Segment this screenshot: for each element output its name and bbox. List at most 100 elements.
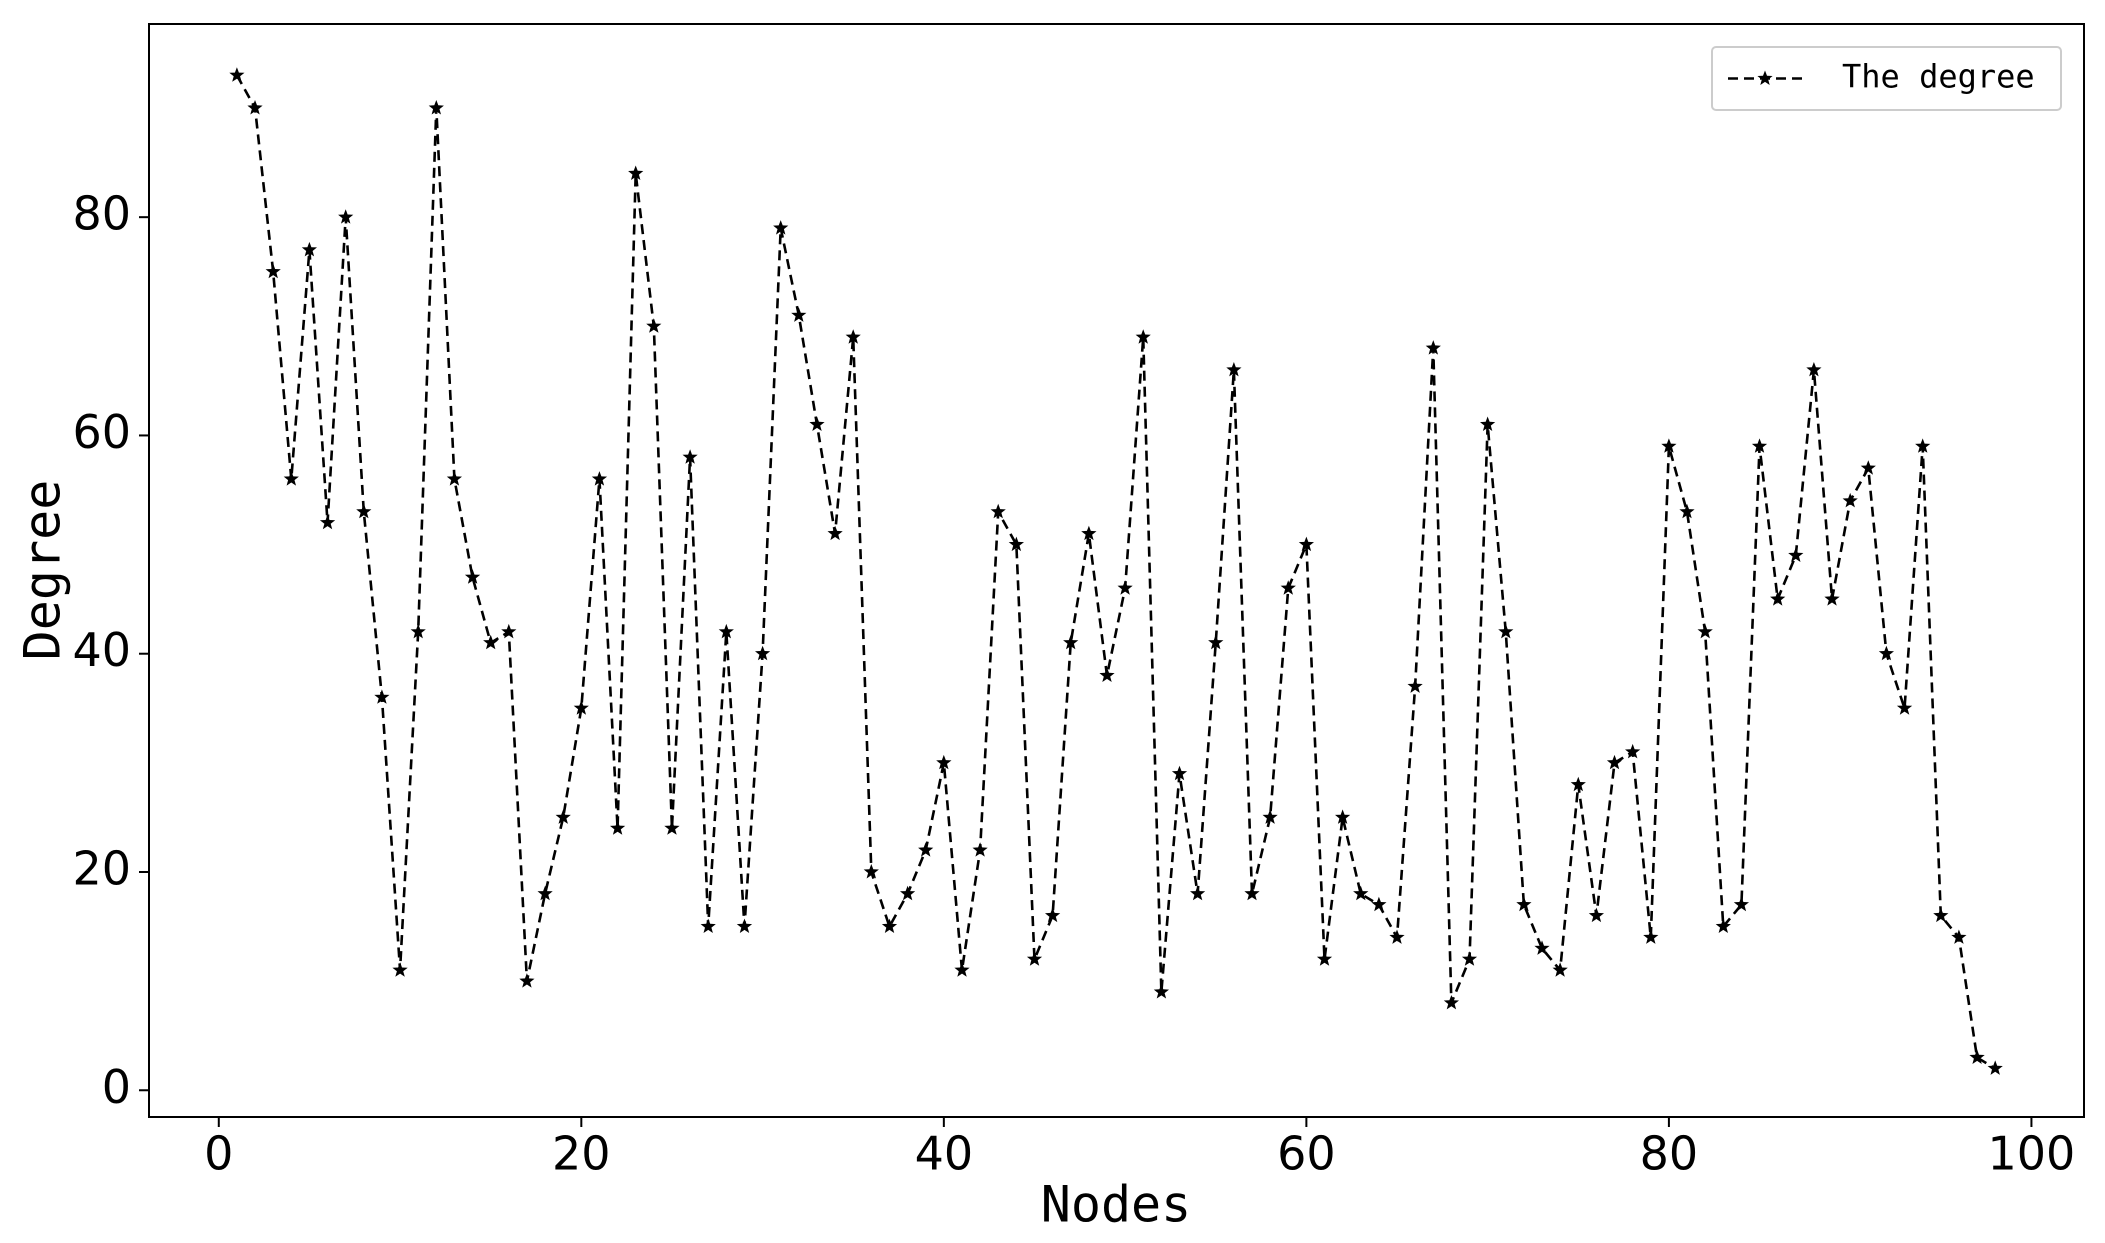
data-point: [1498, 623, 1514, 639]
data-point: [1860, 460, 1876, 475]
data-point: [682, 449, 698, 464]
data-point: [954, 962, 970, 977]
legend-marker: [1757, 70, 1773, 85]
data-point: [881, 918, 898, 933]
data-point: [1896, 700, 1913, 715]
data-point: [1153, 984, 1169, 999]
data-point: [791, 307, 807, 322]
data-point: [301, 241, 317, 257]
data-point: [356, 503, 372, 519]
data-point: [1026, 951, 1043, 966]
data-point: [1788, 547, 1804, 562]
data-point: [755, 645, 771, 661]
data-point: [700, 918, 716, 933]
data-point: [827, 525, 843, 541]
data-point: [1552, 962, 1568, 977]
data-point: [845, 329, 861, 344]
data-point: [610, 820, 626, 835]
data-point: [1570, 776, 1586, 792]
data-point: [1516, 896, 1532, 912]
data-point: [1063, 634, 1079, 650]
data-point: [537, 885, 553, 901]
x-tick-label: 100: [1988, 1127, 2076, 1181]
data-point: [519, 973, 535, 988]
y-tick-label: 20: [72, 841, 131, 895]
y-axis-label: Degree: [14, 480, 72, 661]
data-point: [446, 471, 462, 486]
data-point: [1715, 918, 1731, 933]
data-point: [1335, 809, 1351, 824]
data-point: [1135, 329, 1151, 344]
x-axis-label: Nodes: [1041, 1176, 1192, 1234]
data-point: [809, 416, 825, 431]
data-point: [1045, 907, 1061, 923]
data-point: [1099, 667, 1115, 682]
data-point: [1878, 645, 1894, 661]
data-point: [1171, 765, 1188, 781]
data-point: [501, 623, 517, 639]
data-point: [1842, 492, 1858, 508]
data-point: [1389, 929, 1405, 944]
data-point: [1208, 634, 1224, 650]
data-point: [392, 962, 408, 977]
data-point: [1661, 438, 1677, 453]
data-point: [646, 318, 662, 333]
x-tick-label: 80: [1640, 1127, 1699, 1181]
data-point: [918, 842, 934, 857]
data-point: [990, 503, 1006, 519]
data-point: [1371, 896, 1387, 912]
data-point: [338, 209, 354, 224]
x-tick-label: 20: [552, 1127, 611, 1181]
data-point: [1534, 940, 1550, 955]
y-tick-label: 80: [72, 187, 131, 241]
data-point: [1733, 896, 1749, 912]
data-point: [936, 754, 952, 770]
data-point: [1117, 580, 1133, 595]
data-point: [1824, 591, 1840, 606]
legend-label: The degree: [1842, 58, 2035, 96]
data-point: [1987, 1060, 2003, 1075]
data-point: [1969, 1049, 1985, 1064]
data-point: [628, 165, 644, 180]
data-point: [1751, 438, 1768, 453]
y-tick-label: 60: [72, 405, 131, 459]
data-point: [1081, 525, 1097, 541]
data-line: [235, 74, 1996, 1070]
data-point: [229, 67, 245, 82]
data-point: [483, 634, 499, 650]
data-point: [1298, 536, 1314, 552]
data-point: [428, 100, 444, 115]
data-point: [1316, 951, 1333, 966]
data-point: [1951, 929, 1967, 944]
data-point: [1606, 754, 1623, 770]
x-tick-label: 60: [1277, 1127, 1336, 1181]
data-point: [1806, 362, 1822, 377]
data-point: [863, 864, 879, 879]
data-point: [1425, 340, 1441, 355]
data-point: [410, 623, 426, 639]
data-point: [1770, 591, 1786, 606]
data-point: [664, 820, 680, 835]
data-point: [1353, 885, 1369, 901]
data-point: [736, 918, 753, 933]
data-point: [900, 885, 916, 901]
x-tick-label: 40: [915, 1127, 974, 1181]
data-point: [1244, 885, 1260, 901]
data-point: [1697, 623, 1713, 639]
x-tick-label: 0: [204, 1127, 233, 1181]
data-point: [1625, 743, 1641, 759]
data-point: [1443, 995, 1459, 1010]
data-point: [1190, 885, 1206, 901]
data-point: [1461, 951, 1478, 966]
y-tick-label: 40: [72, 623, 131, 677]
data-point: [1008, 536, 1024, 552]
data-point: [247, 100, 263, 115]
data-point: [283, 471, 299, 486]
data-point: [265, 263, 281, 279]
data-point: [555, 809, 571, 824]
data-point: [464, 569, 481, 584]
data-point: [972, 842, 988, 857]
data-point: [374, 689, 390, 704]
